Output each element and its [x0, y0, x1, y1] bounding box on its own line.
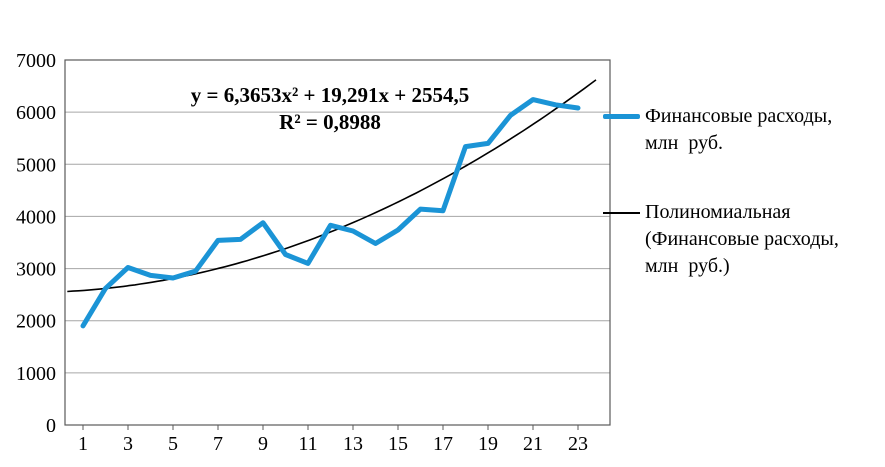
legend-label-line: Финансовые расходы, — [645, 105, 833, 127]
x-tick-label: 19 — [478, 433, 498, 455]
y-tick-label: 1000 — [16, 363, 56, 385]
x-tick-label: 3 — [123, 433, 133, 455]
x-tick-label: 21 — [523, 433, 543, 455]
legend-label-line: Полиномиальная — [645, 201, 791, 223]
x-tick-label: 17 — [433, 433, 453, 455]
trendline-equation: y = 6,3653x² + 19,291x + 2554,5 — [190, 83, 470, 107]
y-tick-label: 4000 — [16, 206, 56, 228]
plot-border — [64, 59, 611, 426]
chart-legend: Финансовые расходы, млн руб. Полиномиаль… — [603, 103, 881, 280]
x-tick-label: 15 — [388, 433, 408, 455]
x-tick-label: 7 — [213, 433, 223, 455]
legend-item-series: Финансовые расходы, млн руб. — [603, 103, 881, 157]
trendline-marker — [603, 212, 640, 214]
legend-label-trendline: Полиномиальная (Финансовые расходы, млн … — [645, 199, 839, 280]
y-tick-label: 2000 — [16, 311, 56, 333]
trendline-path — [67, 79, 597, 293]
r-squared-value: R² = 0,8988 — [279, 110, 381, 134]
x-tick-label: 23 — [568, 433, 588, 455]
equation-annotation: y = 6,3653x² + 19,291x + 2554,5 R² = 0,8… — [100, 82, 560, 136]
x-tick-label: 5 — [168, 433, 178, 455]
y-tick-label: 6000 — [16, 102, 56, 124]
y-tick-label: 5000 — [16, 154, 56, 176]
legend-label-series: Финансовые расходы, млн руб. — [645, 103, 832, 157]
x-tick-label: 9 — [258, 433, 268, 455]
legend-label-line: млн руб.) — [645, 255, 730, 277]
series-line-marker — [603, 114, 640, 119]
x-tick-label: 1 — [78, 433, 88, 455]
legend-item-trendline: Полиномиальная (Финансовые расходы, млн … — [603, 199, 881, 280]
legend-label-line: млн руб. — [645, 132, 723, 154]
x-tick-label: 13 — [343, 433, 363, 455]
y-tick-label: 0 — [46, 415, 56, 437]
y-tick-label: 7000 — [16, 50, 56, 72]
x-tick-label: 11 — [298, 433, 317, 455]
y-tick-label: 3000 — [16, 259, 56, 281]
legend-label-line: (Финансовые расходы, — [645, 228, 839, 250]
series-line — [80, 97, 581, 329]
